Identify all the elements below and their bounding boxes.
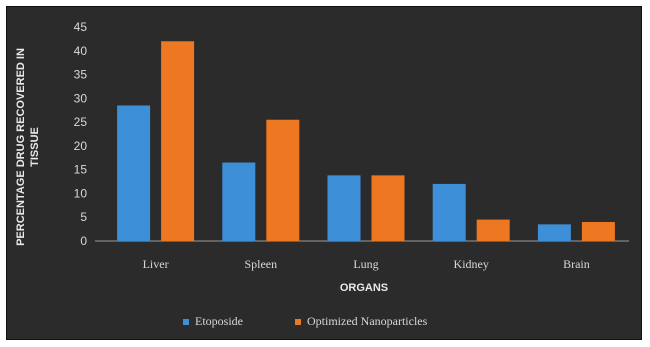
x-axis-title: ORGANS <box>340 282 388 294</box>
bars <box>117 41 615 242</box>
bar-spleen-nanoparticles <box>266 119 300 241</box>
legend-swatch-etoposide <box>183 319 189 325</box>
y-tick-label-20: 20 <box>74 139 88 153</box>
y-axis-title-line-1: PERCENTAGE DRUG RECOVERED IN <box>15 48 27 246</box>
bar-liver-etoposide <box>117 105 151 241</box>
legend-swatch-nanoparticles <box>295 319 301 325</box>
category-label-kidney: Kidney <box>454 257 489 271</box>
y-tick-label-40: 40 <box>74 44 88 58</box>
bar-chart: PERCENTAGE DRUG RECOVERED IN TISSUE 0 5 10… <box>15 20 629 328</box>
bar-kidney-nanoparticles <box>476 219 510 241</box>
bar-kidney-etoposide <box>432 183 466 241</box>
legend-label-etoposide: Etoposide <box>195 314 243 328</box>
y-tick-label-10: 10 <box>74 186 88 200</box>
category-label-spleen: Spleen <box>244 257 277 271</box>
y-axis-title: PERCENTAGE DRUG RECOVERED IN TISSUE <box>15 48 41 246</box>
category-label-lung: Lung <box>353 257 378 271</box>
y-tick-label-5: 5 <box>80 210 87 224</box>
bar-lung-nanoparticles <box>371 175 405 241</box>
bar-brain-nanoparticles <box>581 221 615 241</box>
category-label-liver: Liver <box>143 257 169 271</box>
legend-label-nanoparticles: Optimized Nanoparticles <box>307 314 428 328</box>
category-label-brain: Brain <box>563 257 590 271</box>
y-axis-title-line-2: TISSUE <box>29 127 41 167</box>
bar-liver-nanoparticles <box>161 41 195 242</box>
y-tick-label-15: 15 <box>74 163 88 177</box>
bar-spleen-etoposide <box>222 162 256 241</box>
y-axis-ticks: 0 5 10 15 20 25 30 35 40 45 <box>74 20 88 248</box>
legend: Etoposide Optimized Nanoparticles <box>183 314 428 328</box>
category-labels: Liver Spleen Lung Kidney Brain <box>143 257 590 271</box>
y-tick-label-0: 0 <box>80 234 87 248</box>
y-tick-label-35: 35 <box>74 68 88 82</box>
chart-frame: PERCENTAGE DRUG RECOVERED IN TISSUE 0 5 10… <box>6 6 642 340</box>
bar-lung-etoposide <box>327 175 361 241</box>
y-tick-label-45: 45 <box>74 20 88 34</box>
y-tick-label-25: 25 <box>74 115 88 129</box>
bar-brain-etoposide <box>537 224 571 241</box>
y-tick-label-30: 30 <box>74 91 88 105</box>
